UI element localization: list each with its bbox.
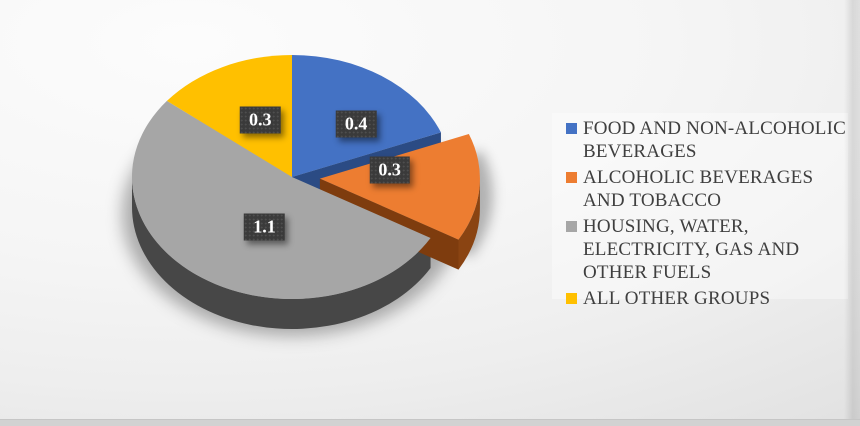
data-label-housing-water-electricity-gas-and-other-fuels: 1.1 — [244, 213, 285, 241]
data-label-all-other-groups: 0.3 — [240, 106, 281, 134]
legend-item-food-and-non-alcoholic-beverages[interactable]: FOOD AND NON-ALCOHOLIC BEVERAGES — [566, 117, 852, 163]
legend-label: HOUSING, WATER, ELECTRICITY, GAS AND OTH… — [583, 216, 800, 283]
legend-item-housing-water-electricity-gas-and-other-fuels[interactable]: HOUSING, WATER, ELECTRICITY, GAS AND OTH… — [566, 215, 852, 284]
chart-legend: FOOD AND NON-ALCOHOLIC BEVERAGES ALCOHOLI… — [566, 117, 852, 310]
legend-backing — [552, 113, 848, 299]
legend-swatch-icon — [566, 172, 577, 183]
legend-item-alcoholic-beverages-and-tobacco[interactable]: ALCOHOLIC BEVERAGES AND TOBACCO — [566, 166, 852, 212]
legend-label: ALL OTHER GROUPS — [583, 288, 771, 309]
legend-label: FOOD AND NON-ALCOHOLIC BEVERAGES — [583, 118, 847, 162]
pie-slice-housing-water-electricity-gas-and-other-fuels-side — [132, 177, 431, 329]
pie-slice-alcoholic-beverages-and-tobacco[interactable] — [319, 134, 480, 240]
data-label-alcoholic-beverages-and-tobacco: 0.3 — [369, 156, 410, 184]
legend-swatch-icon — [566, 293, 577, 304]
legend-item-all-other-groups[interactable]: ALL OTHER GROUPS — [566, 287, 852, 310]
legend-label: ALCOHOLIC BEVERAGES AND TOBACCO — [583, 167, 814, 211]
pie-slice-all-other-groups[interactable] — [166, 55, 292, 177]
legend-swatch-icon — [566, 221, 577, 232]
pie-slice-alcoholic-beverages-and-tobacco-side — [458, 178, 480, 270]
legend-swatch-icon — [566, 123, 577, 134]
pie-slice-housing-water-electricity-gas-and-other-fuels[interactable] — [131, 100, 431, 300]
data-label-food-and-non-alcoholic-beverages: 0.4 — [335, 110, 377, 138]
